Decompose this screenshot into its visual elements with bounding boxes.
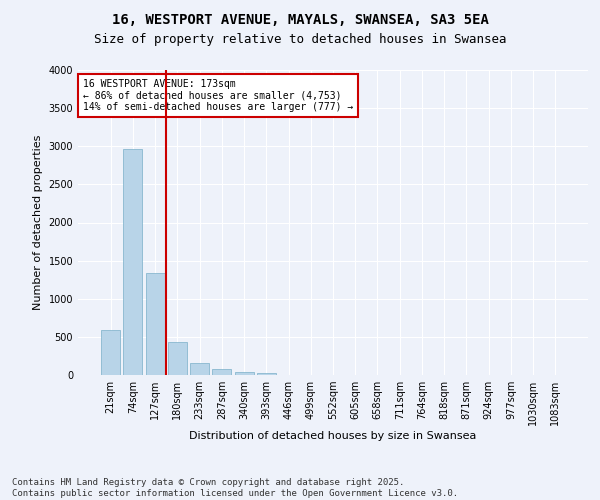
Text: Contains HM Land Registry data © Crown copyright and database right 2025.
Contai: Contains HM Land Registry data © Crown c… [12, 478, 458, 498]
Y-axis label: Number of detached properties: Number of detached properties [33, 135, 43, 310]
Bar [235, 372, 254, 375]
X-axis label: Distribution of detached houses by size in Swansea: Distribution of detached houses by size … [190, 430, 476, 440]
Bar [257, 372, 276, 375]
Text: Size of property relative to detached houses in Swansea: Size of property relative to detached ho… [94, 32, 506, 46]
Text: 16, WESTPORT AVENUE, MAYALS, SWANSEA, SA3 5EA: 16, WESTPORT AVENUE, MAYALS, SWANSEA, SA… [112, 12, 488, 26]
Bar [212, 370, 231, 375]
Bar [168, 342, 187, 375]
Bar [146, 273, 164, 375]
Bar [101, 330, 120, 375]
Text: 16 WESTPORT AVENUE: 173sqm
← 86% of detached houses are smaller (4,753)
14% of s: 16 WESTPORT AVENUE: 173sqm ← 86% of deta… [83, 79, 353, 112]
Bar [190, 363, 209, 375]
Bar [124, 148, 142, 375]
